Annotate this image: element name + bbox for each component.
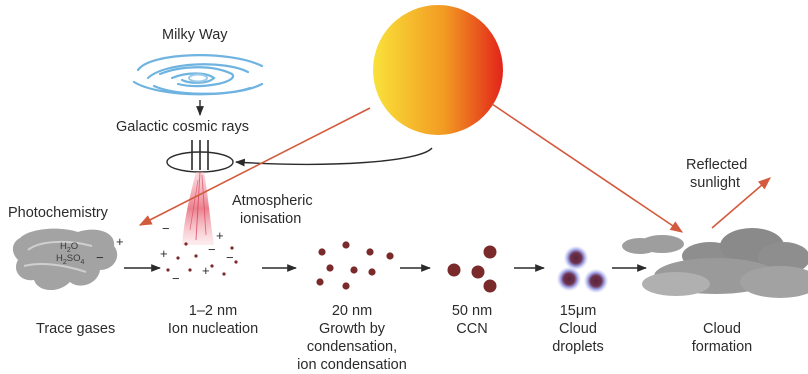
stage-ccn: 50 nm CCN [451, 303, 493, 337]
atmospheric-label: Atmospheric [232, 193, 313, 209]
sunlight-to-cloud-arrow [491, 103, 684, 233]
photochemistry-label: Photochemistry [8, 205, 108, 221]
svg-text:−: − [172, 271, 180, 286]
stage-cloud-droplets: 15μm Cloud droplets [552, 303, 604, 355]
reflected-label: Reflected [686, 157, 748, 173]
svg-text:−: − [162, 221, 170, 236]
ionisation-label: ionisation [240, 211, 302, 227]
cloud-droplets [557, 246, 608, 293]
svg-text:+: + [116, 234, 124, 249]
h2so4-formula: H2SO4 [56, 253, 85, 266]
cosmic-rays-label: Galactic cosmic rays [116, 119, 249, 135]
ccn-particles [447, 245, 497, 293]
sun [373, 5, 503, 135]
ion-particles: + − − + + − − − + [96, 221, 238, 286]
cloud [622, 228, 808, 298]
svg-text:−: − [226, 250, 234, 265]
stage-ion-nucleation: 1–2 nm Ion nucleation [167, 303, 259, 337]
reflected-sunlight-arrow [711, 177, 771, 229]
h2o-formula: H2O [60, 241, 79, 254]
solar-modulation-arrow [235, 147, 433, 167]
milky-way-label: Milky Way [162, 27, 228, 43]
sunlight-label: sunlight [690, 175, 740, 191]
svg-text:+: + [216, 228, 224, 243]
stage-growth: 20 nm Growth by condensation, ion conden… [297, 303, 407, 373]
milky-way-galaxy [132, 54, 264, 96]
ion-track [182, 171, 214, 245]
stage-trace-gases: Trace gases [36, 321, 116, 337]
svg-text:+: + [160, 246, 168, 261]
stage-cloud-formation: Cloud formation [691, 321, 753, 355]
svg-text:−: − [208, 242, 216, 257]
trace-gas-blob [12, 228, 118, 291]
cosmic-ray-bars [191, 140, 209, 170]
growth-particles [316, 241, 394, 290]
svg-text:+: + [202, 263, 210, 278]
svg-text:−: − [96, 250, 104, 265]
sunlight-to-photochemistry-arrow [138, 107, 371, 226]
